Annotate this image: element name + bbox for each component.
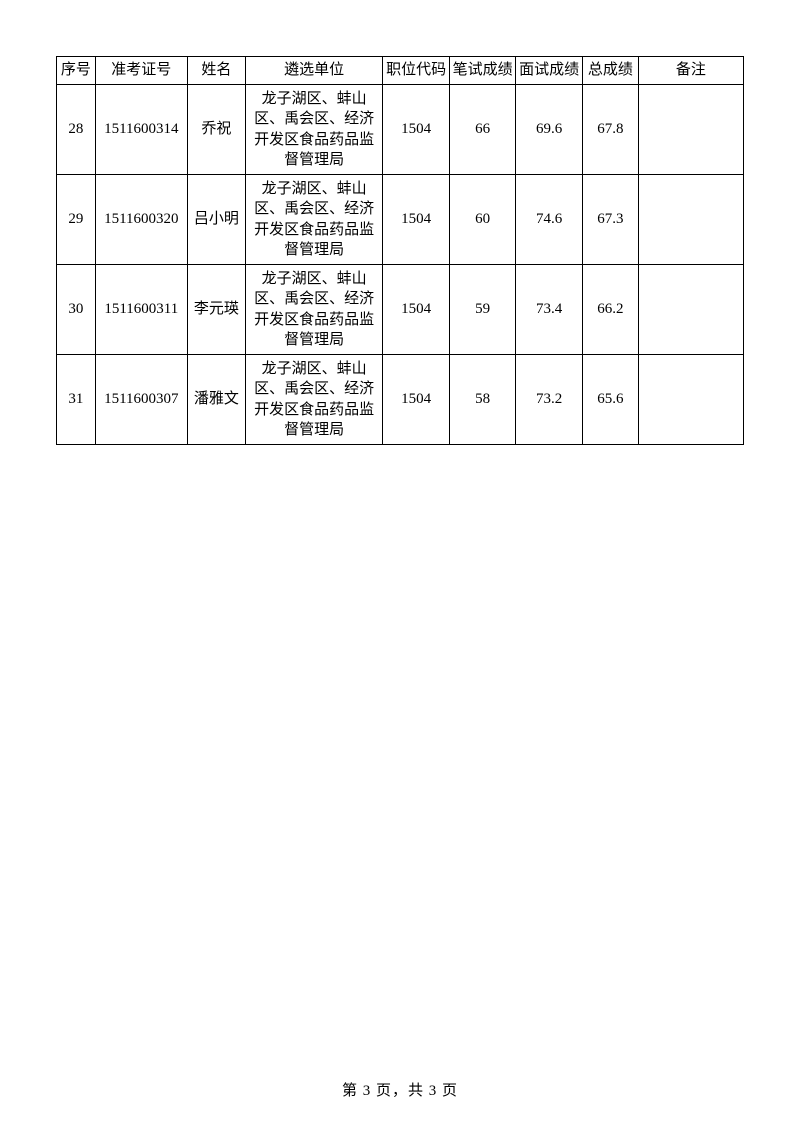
- col-unit: 遴选单位: [245, 57, 382, 85]
- cell-name: 吕小明: [187, 175, 245, 265]
- cell-unit: 龙子湖区、蚌山区、禹会区、经济开发区食品药品监督管理局: [245, 175, 382, 265]
- table-row: 311511600307潘雅文龙子湖区、蚌山区、禹会区、经济开发区食品药品监督管…: [57, 355, 744, 445]
- cell-written: 66: [449, 85, 516, 175]
- cell-code: 1504: [383, 85, 450, 175]
- cell-remark: [638, 355, 743, 445]
- cell-written: 58: [449, 355, 516, 445]
- table-row: 281511600314乔祝龙子湖区、蚌山区、禹会区、经济开发区食品药品监督管理…: [57, 85, 744, 175]
- cell-unit: 龙子湖区、蚌山区、禹会区、经济开发区食品药品监督管理局: [245, 265, 382, 355]
- table-header: 序号 准考证号 姓名 遴选单位 职位代码 笔试成绩 面试成绩 总成绩 备注: [57, 57, 744, 85]
- col-total: 总成绩: [582, 57, 638, 85]
- cell-total: 66.2: [582, 265, 638, 355]
- col-written: 笔试成绩: [449, 57, 516, 85]
- cell-interview: 73.4: [516, 265, 583, 355]
- cell-remark: [638, 85, 743, 175]
- score-table: 序号 准考证号 姓名 遴选单位 职位代码 笔试成绩 面试成绩 总成绩 备注 28…: [56, 56, 744, 445]
- cell-name: 李元瑛: [187, 265, 245, 355]
- header-row: 序号 准考证号 姓名 遴选单位 职位代码 笔试成绩 面试成绩 总成绩 备注: [57, 57, 744, 85]
- col-interview: 面试成绩: [516, 57, 583, 85]
- col-code: 职位代码: [383, 57, 450, 85]
- cell-interview: 73.2: [516, 355, 583, 445]
- cell-total: 65.6: [582, 355, 638, 445]
- cell-name: 潘雅文: [187, 355, 245, 445]
- cell-interview: 69.6: [516, 85, 583, 175]
- cell-remark: [638, 175, 743, 265]
- cell-total: 67.8: [582, 85, 638, 175]
- col-seq: 序号: [57, 57, 96, 85]
- cell-seq: 31: [57, 355, 96, 445]
- cell-written: 59: [449, 265, 516, 355]
- col-admission: 准考证号: [95, 57, 187, 85]
- table-row: 301511600311李元瑛龙子湖区、蚌山区、禹会区、经济开发区食品药品监督管…: [57, 265, 744, 355]
- cell-unit: 龙子湖区、蚌山区、禹会区、经济开发区食品药品监督管理局: [245, 85, 382, 175]
- cell-admission: 1511600311: [95, 265, 187, 355]
- cell-code: 1504: [383, 265, 450, 355]
- cell-interview: 74.6: [516, 175, 583, 265]
- cell-admission: 1511600314: [95, 85, 187, 175]
- cell-remark: [638, 265, 743, 355]
- cell-code: 1504: [383, 355, 450, 445]
- table-body: 281511600314乔祝龙子湖区、蚌山区、禹会区、经济开发区食品药品监督管理…: [57, 85, 744, 445]
- cell-seq: 28: [57, 85, 96, 175]
- cell-seq: 30: [57, 265, 96, 355]
- cell-seq: 29: [57, 175, 96, 265]
- page-content: 序号 准考证号 姓名 遴选单位 职位代码 笔试成绩 面试成绩 总成绩 备注 28…: [0, 0, 800, 445]
- cell-unit: 龙子湖区、蚌山区、禹会区、经济开发区食品药品监督管理局: [245, 355, 382, 445]
- col-remark: 备注: [638, 57, 743, 85]
- cell-code: 1504: [383, 175, 450, 265]
- col-name: 姓名: [187, 57, 245, 85]
- table-row: 291511600320吕小明龙子湖区、蚌山区、禹会区、经济开发区食品药品监督管…: [57, 175, 744, 265]
- cell-written: 60: [449, 175, 516, 265]
- cell-admission: 1511600320: [95, 175, 187, 265]
- cell-name: 乔祝: [187, 85, 245, 175]
- cell-total: 67.3: [582, 175, 638, 265]
- page-footer: 第 3 页，共 3 页: [0, 1079, 800, 1100]
- cell-admission: 1511600307: [95, 355, 187, 445]
